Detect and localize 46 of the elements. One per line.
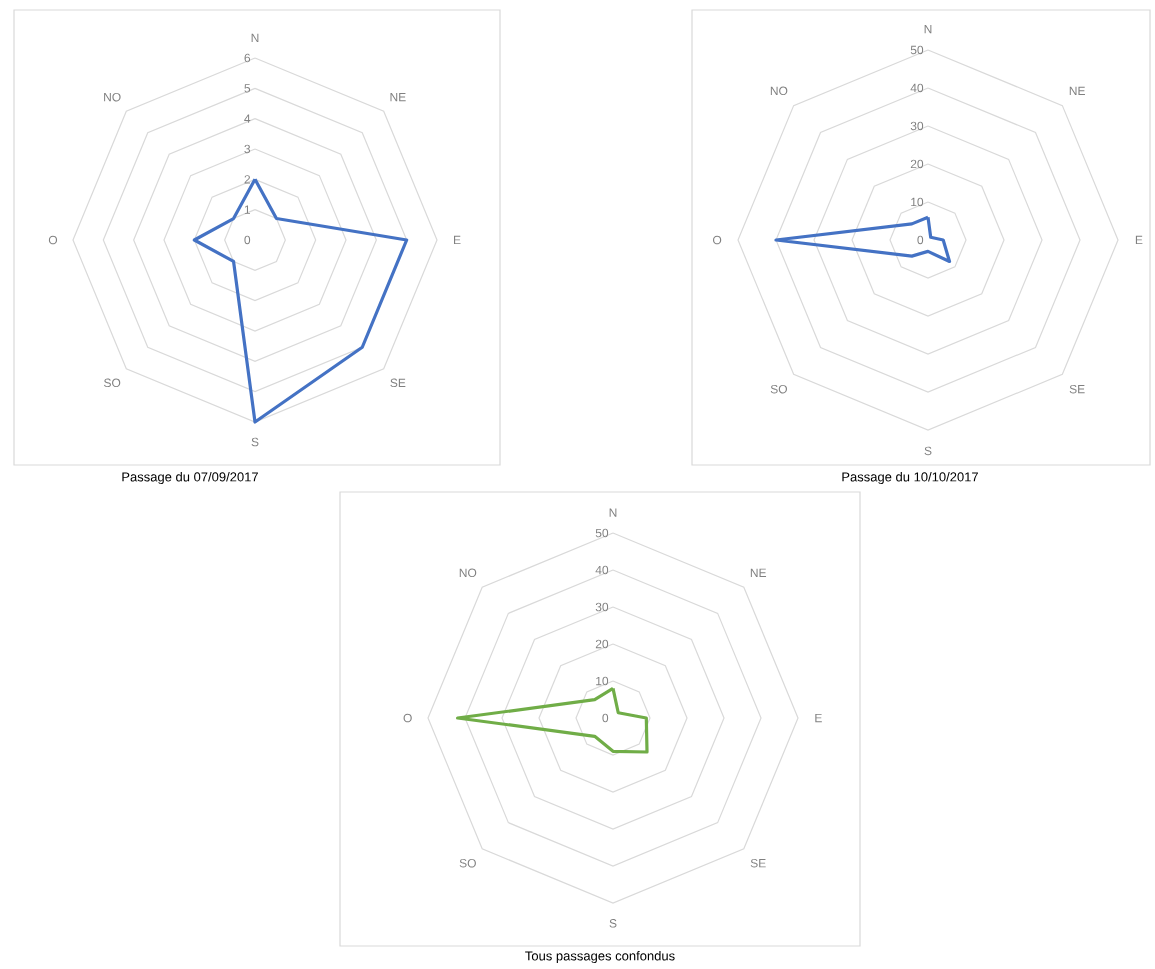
spoke-label: SO — [459, 858, 476, 868]
spoke-label: E — [815, 713, 822, 723]
spoke-label: E — [1135, 235, 1143, 245]
text: Passage du 10/10/2017 — [842, 471, 978, 485]
spoke-label: S — [251, 437, 259, 447]
y-tick-label: 30 — [595, 602, 609, 612]
y-tick-label: 0 — [244, 235, 251, 245]
y-tick-label: 50 — [910, 45, 924, 55]
spoke-label: NE — [390, 93, 406, 102]
spoke-label: N — [924, 24, 932, 34]
spoke-label: NE — [1069, 86, 1085, 95]
y-tick-label: 0 — [602, 713, 609, 723]
spoke-label: NE — [750, 568, 767, 577]
y-tick-label: 0 — [917, 235, 924, 245]
spoke-label: SO — [770, 384, 787, 394]
spoke-label: S — [924, 446, 932, 456]
y-tick-label: 6 — [244, 53, 251, 63]
y-tick-label: 2 — [244, 175, 251, 184]
spoke-label: NO — [104, 92, 121, 102]
y-tick-label: 40 — [910, 83, 924, 93]
y-tick-label: 40 — [595, 565, 609, 575]
text: Passage du 07/09/2017 — [122, 471, 258, 485]
spoke-label: S — [609, 919, 617, 928]
y-tick-label: 20 — [595, 639, 609, 649]
spoke-label: N — [251, 33, 259, 43]
spoke-label: NO — [770, 86, 788, 96]
spoke-label: SO — [104, 378, 121, 388]
y-tick-label: 20 — [910, 159, 924, 169]
spoke-label: SE — [1069, 384, 1085, 394]
spoke-label: SE — [390, 378, 406, 388]
y-tick-label: 50 — [595, 528, 609, 538]
y-tick-label: 5 — [244, 84, 251, 93]
y-tick-label: 10 — [596, 676, 609, 686]
spoke-label: O — [403, 713, 412, 723]
spoke-label: O — [48, 235, 58, 245]
spoke-label: O — [713, 235, 722, 245]
y-tick-label: 10 — [911, 197, 924, 207]
spoke-label: SE — [750, 858, 766, 868]
y-tick-label: 30 — [910, 121, 924, 131]
y-tick-label: 1 — [244, 205, 251, 214]
y-tick-label: 3 — [244, 144, 251, 154]
spoke-label: E — [454, 235, 461, 245]
text: Tous passages confondus — [525, 950, 675, 964]
spoke-label: NO — [459, 568, 477, 578]
spoke-label: N — [609, 508, 617, 517]
y-tick-label: 4 — [244, 114, 251, 123]
